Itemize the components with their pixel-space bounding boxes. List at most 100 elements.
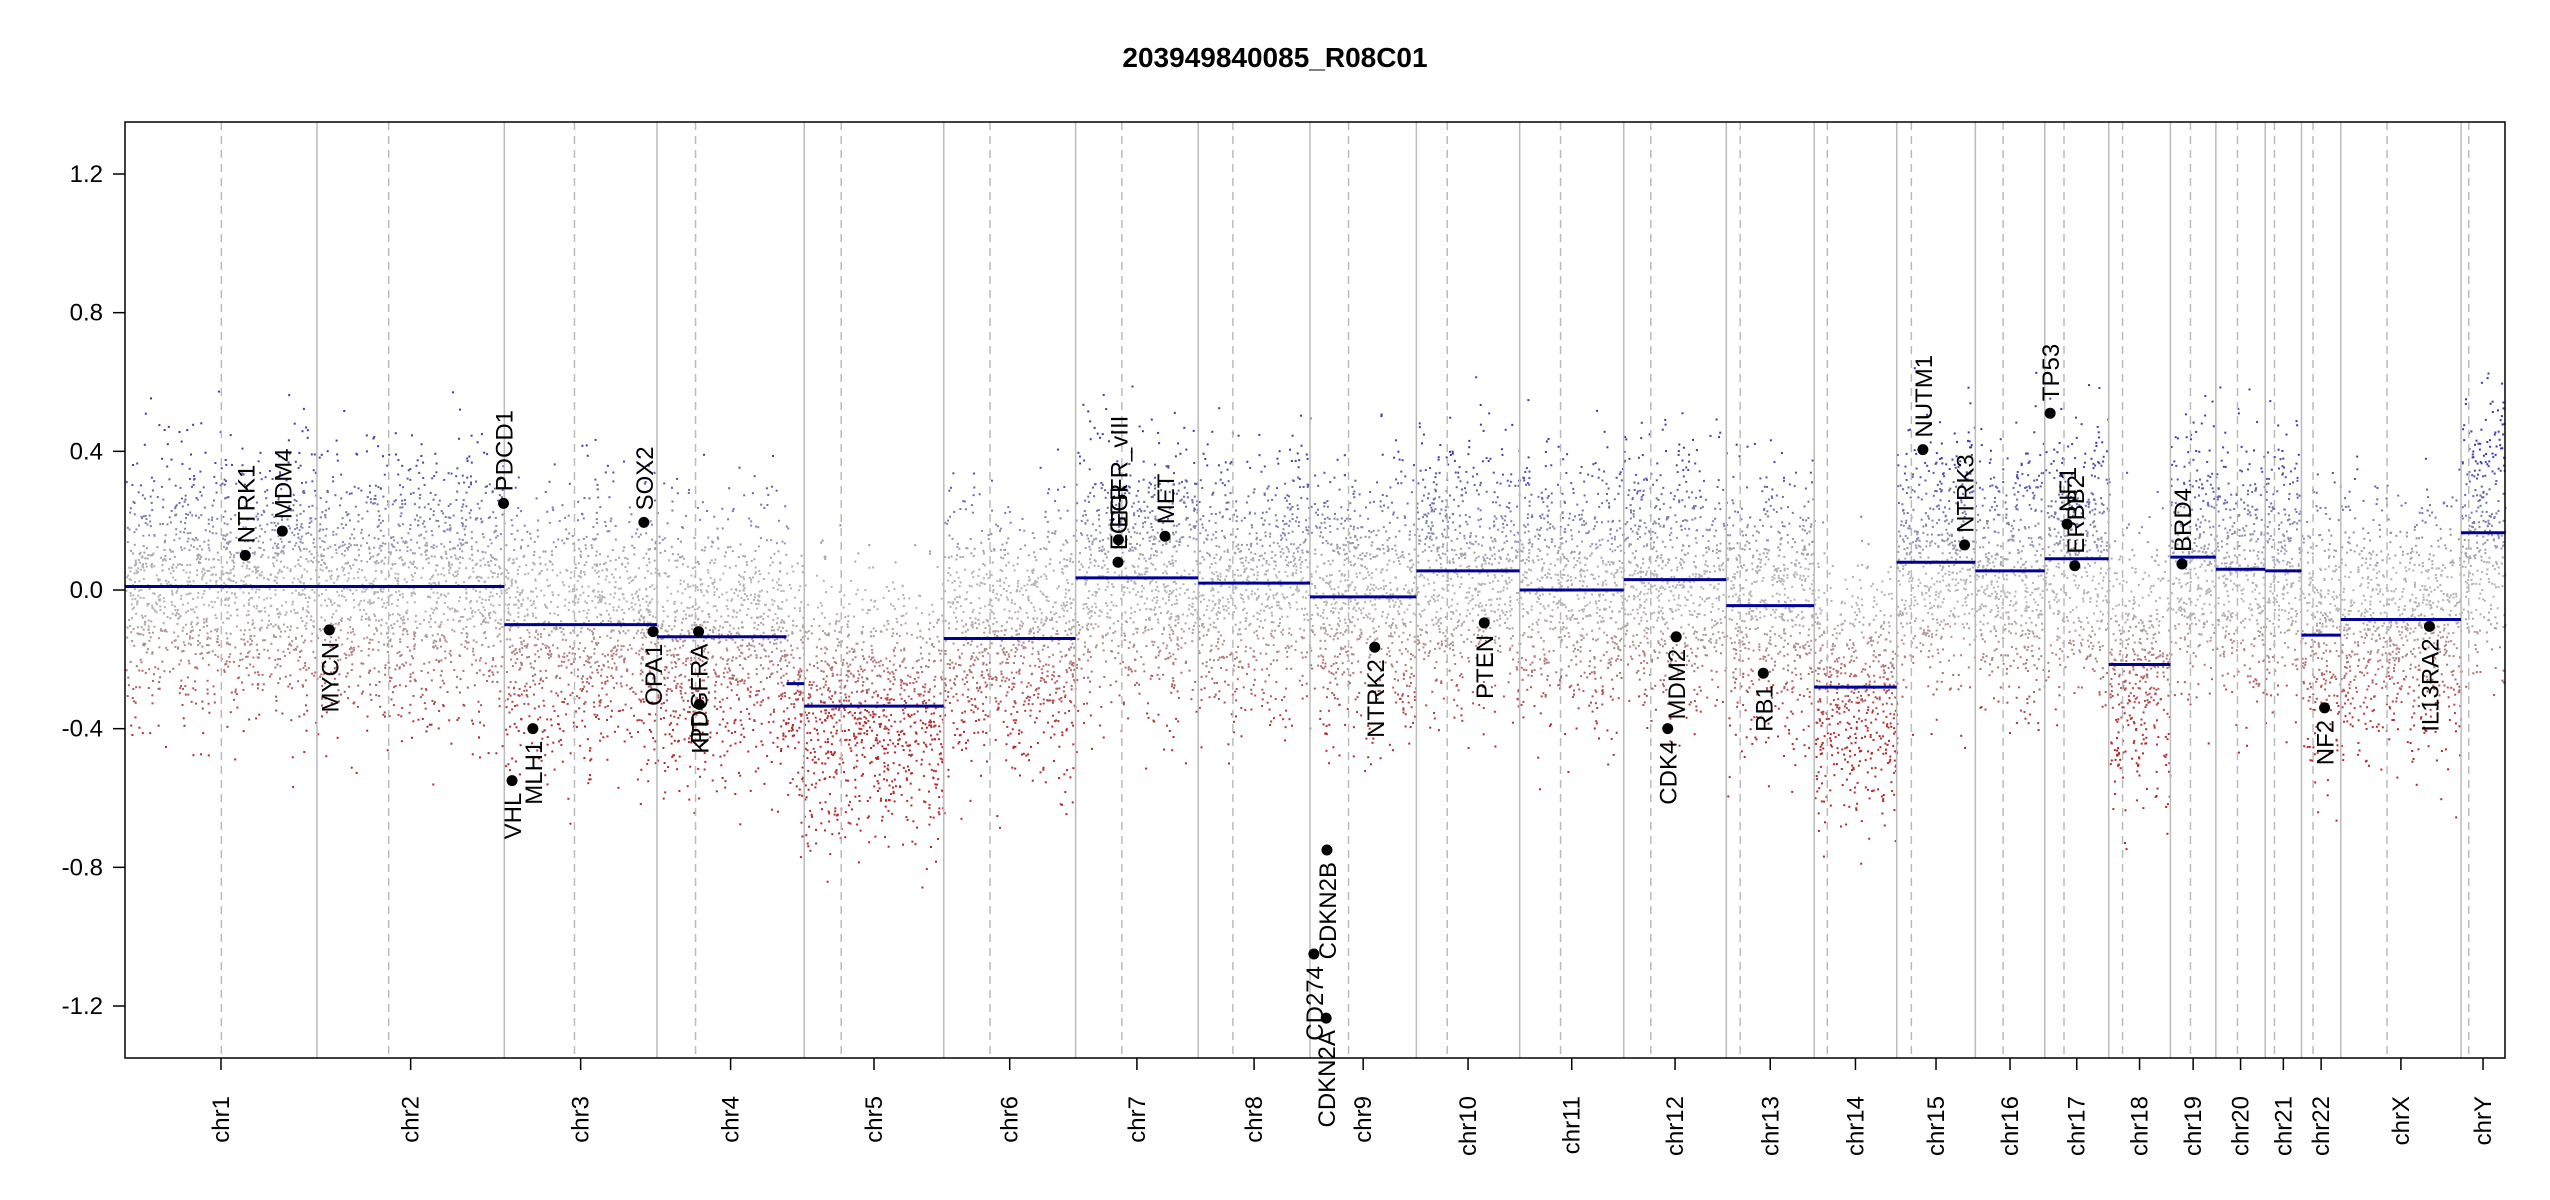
probe-point [485,587,488,590]
probe-point [356,571,359,574]
probe-point [491,680,494,683]
probe-point [291,592,294,595]
probe-point [797,673,800,676]
probe-point [687,491,690,494]
probe-point [598,704,601,707]
probe-point [305,532,308,535]
probe-point [805,714,808,717]
probe-point [579,744,582,747]
probe-point [717,641,720,644]
probe-point [775,542,778,545]
probe-point [451,607,454,610]
probe-point [568,590,571,593]
probe-point [575,588,578,591]
probe-point [766,590,769,593]
probe-point [296,519,298,522]
probe-point [822,579,825,582]
probe-point [295,542,298,545]
probe-point [234,690,237,693]
probe-point [784,659,787,662]
probe-point [799,690,802,693]
probe-point [358,554,360,557]
probe-point [195,606,198,609]
probe-point [713,638,715,641]
probe-point [526,645,529,647]
probe-point [168,548,171,551]
probe-point [242,562,245,565]
probe-point [773,552,776,555]
probe-point [747,676,750,679]
probe-point [245,526,247,529]
probe-point [369,556,372,559]
probe-point [487,752,490,755]
probe-point [139,658,142,661]
probe-point [611,709,613,712]
probe-point [922,637,924,640]
probe-point [713,562,716,564]
probe-point [448,608,451,610]
probe-point [372,583,375,586]
probe-point [767,493,770,496]
probe-point [581,585,584,588]
probe-point [736,611,739,614]
probe-point [749,594,752,596]
probe-point [845,779,848,782]
probe-point [600,622,602,625]
probe-point [206,569,209,572]
probe-point [666,687,669,690]
probe-point [142,578,145,580]
probe-point [173,539,176,542]
probe-point [430,555,433,558]
probe-point [224,459,227,461]
probe-point [584,600,587,603]
probe-point [638,649,641,652]
probe-point [925,707,927,710]
probe-point [721,527,724,530]
probe-point [771,808,773,811]
probe-point [860,774,863,777]
probe-point [884,697,887,700]
probe-point [653,719,656,722]
probe-point [660,702,663,705]
probe-point [780,650,783,653]
probe-point [812,747,815,750]
probe-point [702,594,705,597]
probe-point [414,643,417,646]
probe-point [753,626,756,629]
probe-point [605,609,608,612]
probe-point [294,544,297,547]
probe-point [367,654,370,657]
probe-point [821,808,823,811]
probe-point [815,782,818,785]
probe-point [772,720,775,723]
probe-point [225,480,227,483]
probe-point [192,629,194,632]
probe-point [240,579,243,582]
probe-point [769,713,772,716]
probe-point [542,680,545,683]
probe-point [189,637,192,640]
probe-point [303,491,306,494]
probe-point [324,697,327,700]
probe-point [726,607,729,610]
probe-point [399,655,402,657]
probe-point [440,593,443,596]
probe-point [684,588,687,591]
probe-point [526,643,529,646]
probe-point [241,565,244,568]
probe-point [447,505,450,507]
probe-point [625,684,628,687]
probe-point [212,573,215,576]
probe-point [707,676,710,679]
probe-point [875,737,878,740]
probe-point [452,391,454,394]
probe-point [807,603,810,606]
probe-point [562,655,565,658]
probe-point [321,704,323,707]
probe-point [541,730,544,733]
probe-point [610,674,613,677]
probe-point [338,594,341,597]
probe-point [322,555,325,557]
probe-point [450,661,452,664]
probe-point [580,627,583,630]
